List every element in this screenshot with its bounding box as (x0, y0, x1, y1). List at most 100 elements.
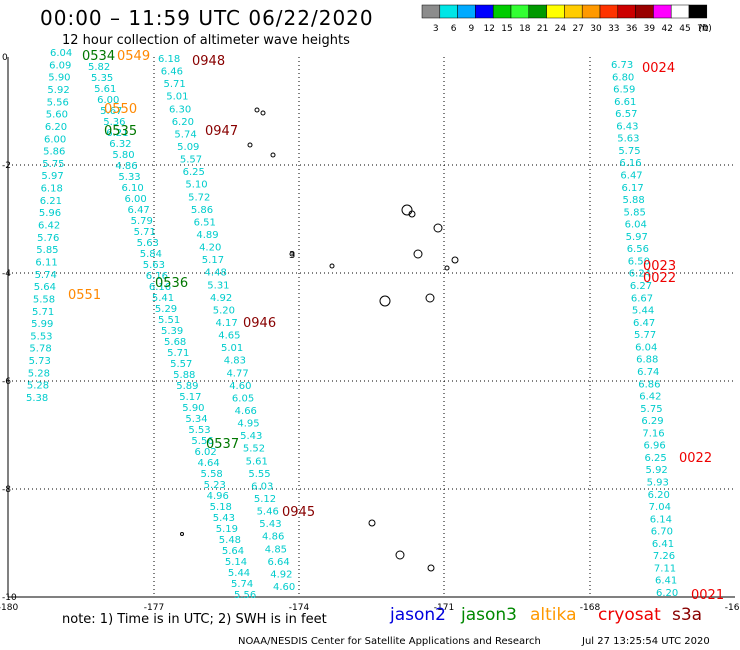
legend-label: 39 (644, 24, 656, 34)
wave-height-value: 4.86 (115, 161, 137, 172)
wave-height-value: 6.14 (650, 514, 672, 525)
wave-height-value: 4.64 (198, 458, 220, 469)
legend-label: 3 (433, 24, 439, 34)
wave-height-value: 6.20 (172, 117, 194, 128)
legend-swatch (581, 4, 601, 19)
wave-height-value: 5.77 (634, 330, 656, 341)
legend-swatch (635, 4, 654, 19)
page-title: 00:00 – 11:59 UTC 06/22/2020 (40, 6, 374, 30)
wave-height-value: 5.90 (182, 403, 204, 414)
legend-label: 9 (469, 24, 475, 34)
wave-height-value: 5.19 (216, 524, 238, 535)
wave-height-value: 6.03 (251, 481, 273, 492)
island-outline (247, 142, 253, 148)
wave-height-value: 5.93 (647, 477, 669, 488)
wave-height-value: 5.82 (88, 62, 110, 73)
x-tick-label: -174 (289, 603, 310, 613)
wave-height-value: 4.92 (210, 293, 232, 304)
legend-label: 12 (483, 24, 494, 34)
pass-time-label: 0550 (104, 102, 137, 117)
legend-label: 33 (608, 24, 619, 34)
y-tick-label: -4 (2, 269, 11, 279)
wave-height-value: 5.39 (161, 326, 183, 337)
wave-height-value: 6.42 (38, 221, 60, 232)
wave-height-value: 6.64 (268, 557, 290, 568)
island-outlines (180, 107, 459, 572)
wave-height-value: 6.80 (612, 72, 634, 83)
footer-timestamp: Jul 27 13:25:54 UTC 2020 (582, 636, 710, 647)
wave-height-value: 5.43 (240, 431, 262, 442)
wave-height-value: 7.26 (653, 551, 675, 562)
satellite-name-jason2: jason2 (390, 605, 446, 625)
wave-height-value: 6.10 (121, 183, 143, 194)
wave-height-value: 5.53 (188, 425, 210, 436)
wave-height-value: 4.17 (216, 318, 238, 329)
wave-height-value: 6.16 (146, 271, 168, 282)
wave-height-value: 5.74 (231, 579, 253, 590)
wave-height-value: 6.00 (97, 95, 119, 106)
wave-height-value: 6.27 (630, 281, 652, 292)
wave-height-value: 5.73 (29, 356, 51, 367)
wave-height-value: 6.41 (652, 539, 674, 550)
wave-height-value: 5.71 (134, 227, 156, 238)
wave-height-value: 5.97 (41, 171, 63, 182)
color-legend: 3 6 9 12 15 18 21 24 27 30 33 36 39 42 45 70(ft) (421, 4, 712, 34)
wave-height-value: 6.21 (106, 128, 128, 139)
wave-height-value: 5.46 (257, 507, 279, 518)
wave-height-value: 5.63 (617, 134, 639, 145)
pass-time-label: 3 (289, 250, 295, 261)
wave-height-value: 6.25 (644, 453, 666, 464)
wave-height-value: 5.71 (167, 348, 189, 359)
legend-label: 24 (555, 24, 567, 34)
satellite-name-s3a: s3a (672, 605, 703, 625)
x-tick-label: -171 (434, 603, 454, 613)
island-outline (433, 223, 443, 233)
wave-height-value: 5.86 (191, 205, 213, 216)
wave-height-value: 6.74 (637, 367, 659, 378)
wave-height-value: 6.04 (625, 220, 647, 231)
island-outline (270, 152, 276, 158)
wave-height-value: 4.48 (205, 268, 227, 279)
wave-height-value: 6.20 (648, 490, 670, 501)
wave-height-value: 5.64 (34, 282, 56, 293)
island-outline (408, 210, 416, 218)
island-outline (329, 263, 335, 269)
island-outline (254, 107, 260, 113)
wave-height-value: 5.58 (201, 469, 223, 480)
wave-height-value: 5.63 (137, 238, 159, 249)
island-outline (401, 204, 413, 216)
island-outline (427, 564, 435, 572)
legend-swatch (457, 4, 476, 19)
pass-time-label: 0024 (642, 61, 675, 76)
wave-height-value: 5.38 (26, 393, 48, 404)
wave-height-value: 6.56 (627, 244, 649, 255)
y-tick-label: 0 (2, 53, 8, 63)
wave-height-value: 6.73 (611, 60, 633, 71)
wave-height-value: 5.35 (91, 73, 113, 84)
legend-swatch (510, 4, 530, 19)
wave-height-value: 5.88 (173, 370, 195, 381)
wave-height-value: 5.34 (185, 414, 207, 425)
wave-height-value: 6.47 (620, 171, 642, 182)
legend-label: 18 (519, 24, 531, 34)
pass-time-label: 0946 (243, 316, 276, 331)
legend-label: 30 (590, 24, 602, 34)
wave-height-value: 5.51 (158, 315, 180, 326)
wave-height-value: 6.18 (158, 54, 180, 65)
wave-height-value: 4.65 (218, 331, 240, 342)
wave-height-value: 5.90 (48, 73, 70, 84)
legend-swatch (528, 4, 547, 19)
wave-height-value: 5.57 (170, 359, 192, 370)
satellite-name-altika: altika (530, 605, 577, 625)
wave-height-value: 6.21 (40, 196, 62, 207)
x-tick-label: -180 (0, 603, 18, 613)
wave-height-value: 5.78 (29, 344, 51, 355)
wave-height-value: 5.01 (166, 92, 188, 103)
wave-height-value: 5.97 (626, 232, 648, 243)
y-tick-label: -2 (2, 161, 11, 171)
x-tick-label: -168 (580, 603, 601, 613)
pass-time-label: 0023 (643, 259, 676, 274)
wave-height-value: 6.67 (631, 293, 653, 304)
wave-height-value: 5.89 (176, 381, 198, 392)
wave-height-value: 5.44 (228, 568, 250, 579)
